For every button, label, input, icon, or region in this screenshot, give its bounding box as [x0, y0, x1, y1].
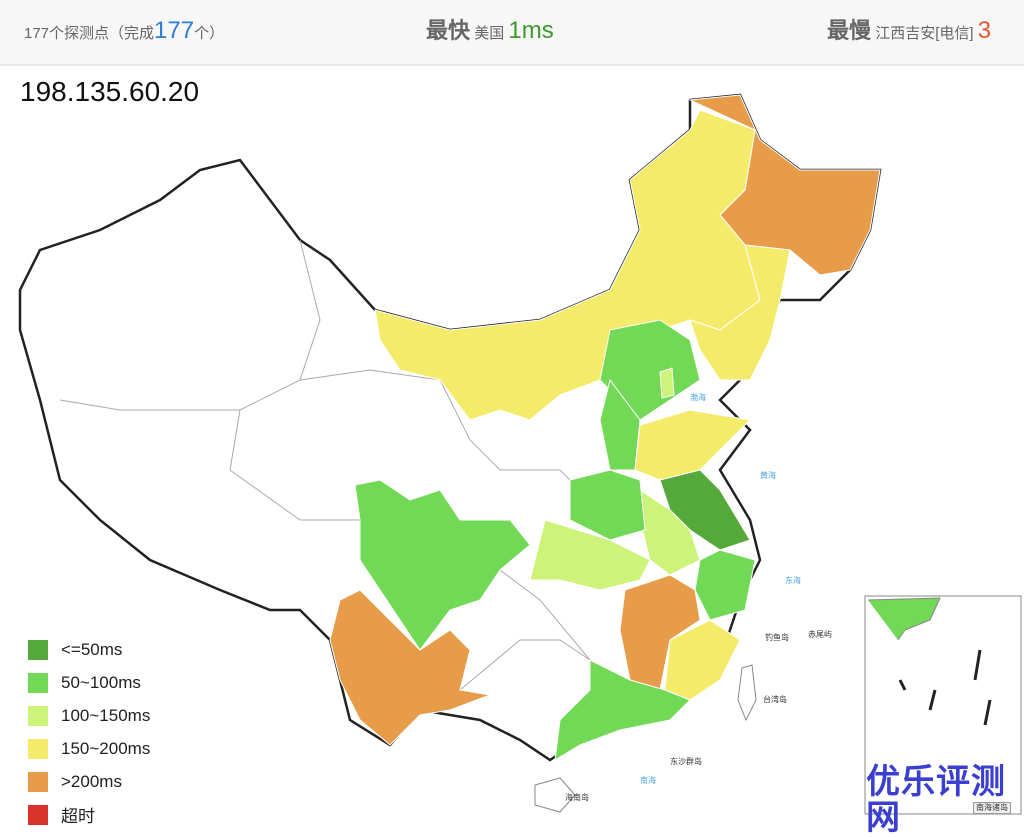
province-hubei: [529, 519, 651, 591]
completed-count: 177: [154, 17, 195, 44]
label-hainan: 海南岛: [565, 792, 589, 802]
fastest-location: 美国: [474, 25, 505, 42]
legend-item: <=50ms: [28, 633, 150, 666]
summary-bar: 177个探测点（完成177个） 最快 美国 1ms 最慢 江西吉安[电信] 3: [0, 0, 1024, 66]
legend: <=50ms 50~100ms 100~150ms 150~200ms >200…: [28, 633, 150, 831]
completed-suffix: 个）: [194, 25, 225, 42]
province-tianjin: [659, 367, 675, 399]
province-jilin-liaoning: [689, 244, 791, 381]
label-chiwei: 赤尾屿: [808, 630, 832, 639]
legend-item: 50~100ms: [28, 666, 150, 699]
province-hebei: [599, 319, 701, 421]
legend-label: >200ms: [61, 771, 122, 791]
province-yunnan: [329, 589, 492, 746]
hainan-island: [534, 777, 576, 813]
label-dongsha: 东沙群岛: [670, 756, 702, 766]
legend-item: >200ms: [28, 765, 150, 798]
slowest-stat: 最慢 江西吉安[电信] 3: [827, 16, 991, 49]
legend-label: <=50ms: [61, 639, 123, 659]
label-bohai: 渤海: [690, 392, 706, 402]
watermark: 优乐评测网: [866, 763, 1006, 837]
legend-item: 150~200ms: [28, 732, 150, 765]
province-henan: [569, 469, 646, 541]
fastest-label: 最快: [426, 18, 471, 43]
fastest-value: 1ms: [508, 17, 554, 44]
south-sea-islands-label: 南海诸岛: [973, 802, 1011, 814]
legend-label: 100~150ms: [61, 705, 151, 725]
label-taiwan: 台湾岛: [763, 694, 787, 704]
province-guangdong: [554, 659, 691, 761]
legend-label: 50~100ms: [61, 672, 141, 692]
probe-count: 177个探测点（完成: [24, 25, 155, 42]
taiwan-island: [737, 664, 757, 722]
slowest-label: 最慢: [827, 18, 872, 43]
label-east-sea: 东海: [785, 575, 801, 585]
label-south-sea: 南海: [640, 775, 656, 785]
legend-swatch: [28, 738, 48, 759]
china-latency-map: 渤海 黄海 东海 钓鱼岛 赤尾屿 台湾岛 东沙群岛 海南岛 南海: [18, 93, 1022, 815]
legend-label: 150~200ms: [61, 738, 151, 758]
label-diaoyu: 钓鱼岛: [765, 632, 789, 642]
province-sichuan: [354, 479, 531, 651]
legend-item: 100~150ms: [28, 699, 150, 732]
south-sea-inset: [864, 595, 1022, 815]
legend-swatch: [28, 705, 48, 726]
legend-swatch: [28, 771, 48, 792]
target-ip: 198.135.60.20: [20, 76, 200, 107]
province-shanxi: [599, 378, 641, 471]
probe-summary: 177个探测点（完成177个）: [24, 16, 224, 49]
label-yellow-sea: 黄海: [760, 470, 776, 480]
legend-swatch: [28, 639, 48, 660]
slowest-value: 3: [977, 17, 992, 44]
legend-swatch: [28, 672, 48, 693]
fastest-stat: 最快 美国 1ms: [426, 16, 554, 49]
slowest-location: 江西吉安[电信]: [875, 25, 974, 42]
